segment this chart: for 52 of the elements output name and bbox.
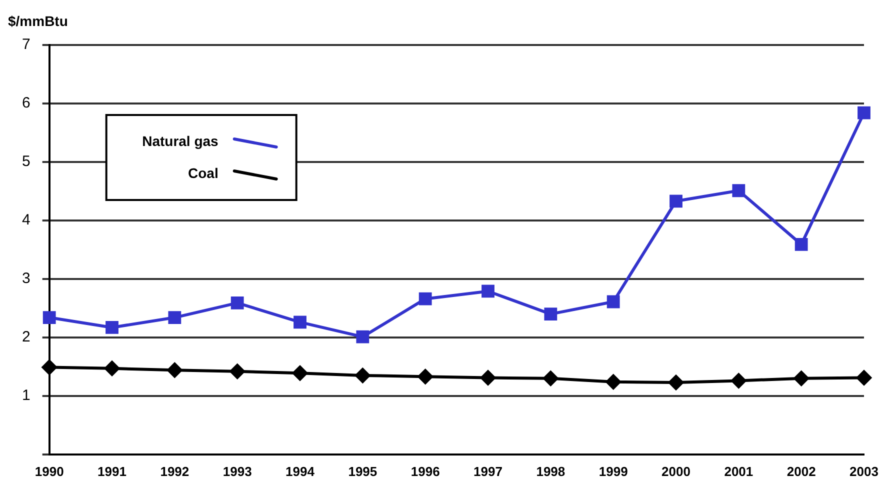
point (482, 284, 494, 298)
y-tick-label: 4 (22, 212, 30, 229)
point (418, 369, 433, 384)
x-tick-label: 1993 (222, 464, 252, 479)
x-tick-label: 1997 (474, 464, 502, 479)
x-tick-label: 1996 (410, 464, 440, 479)
point (544, 308, 558, 320)
point (794, 238, 808, 251)
y-tick-label: 6 (22, 94, 30, 112)
x-tick-label: 1992 (160, 464, 190, 479)
x-tick-label: 1995 (348, 464, 378, 479)
point (668, 374, 684, 390)
x-tick-label: 2000 (662, 464, 690, 479)
point (480, 370, 496, 386)
x-tick-label: 2003 (850, 464, 878, 479)
point (606, 295, 620, 308)
point (858, 106, 870, 120)
point (230, 296, 244, 310)
point (606, 374, 621, 390)
point (670, 194, 682, 208)
point (732, 184, 746, 198)
point (42, 311, 56, 324)
point (106, 321, 118, 334)
point (42, 360, 57, 375)
legend-label: Coal (188, 164, 218, 181)
point (731, 373, 746, 388)
y-tick-label: 5 (22, 153, 30, 170)
x-tick-label: 1999 (598, 464, 628, 479)
point (543, 370, 558, 386)
point (418, 292, 432, 306)
y-tick-label: 1 (22, 387, 30, 404)
y-axis-title: $/mmBtu (8, 12, 68, 29)
x-tick-label: 1998 (536, 464, 566, 479)
x-tick-label: 1991 (98, 464, 126, 479)
point (167, 362, 182, 378)
y-tick-label: 3 (22, 270, 30, 288)
legend-label: Natural gas (142, 132, 219, 149)
x-tick-label: 2002 (786, 464, 816, 479)
point (292, 366, 308, 381)
x-tick-label: 1994 (286, 464, 316, 479)
x-tick-label: 2001 (724, 464, 754, 479)
point (168, 311, 182, 324)
point (355, 368, 370, 383)
x-tick-label: 1990 (34, 464, 64, 479)
point (230, 364, 245, 379)
point (356, 330, 370, 344)
point (104, 360, 120, 376)
point (794, 370, 809, 386)
y-tick-label: 7 (22, 36, 30, 54)
point (294, 316, 306, 329)
point (856, 370, 872, 386)
y-tick-label: 2 (22, 328, 30, 346)
